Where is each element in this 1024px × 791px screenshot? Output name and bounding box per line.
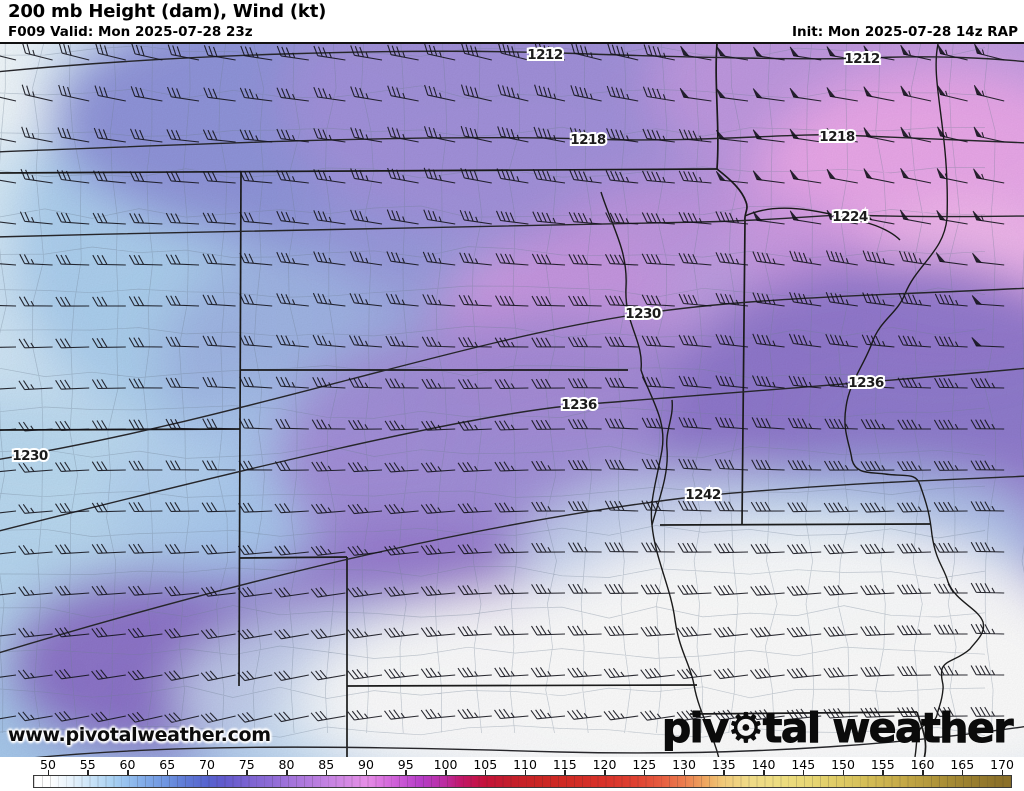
- colorbar-tick-label: 95: [397, 757, 414, 772]
- contour-label: 1212: [844, 51, 880, 67]
- colorbar-tick: [365, 770, 367, 775]
- colorbar-tick: [802, 770, 805, 775]
- colorbar-tick: [524, 770, 526, 775]
- colorbar-tick-label: 80: [278, 757, 295, 772]
- colorbar-tick: [87, 770, 89, 775]
- colorbar-tick: [922, 770, 924, 775]
- colorbar-tick-label: 120: [592, 757, 617, 772]
- contour-label: 1230: [625, 306, 661, 322]
- contour-label: 1224: [832, 209, 868, 225]
- wind-barb-pennants: [679, 44, 983, 347]
- gear-icon: ⚙: [727, 704, 764, 753]
- colorbar-tick-label: 115: [552, 757, 577, 772]
- colorbar-tick-label: 60: [119, 757, 136, 772]
- colorbar-tick-label: 110: [513, 757, 537, 772]
- colorbar-gradient: [33, 775, 1012, 788]
- colorbar-tick-label: 135: [711, 757, 736, 772]
- header-bar: 200 mb Height (dam), Wind (kt) F009 Vali…: [0, 0, 1024, 42]
- colorbar-tick: [723, 770, 725, 775]
- colorbar-tick: [246, 770, 248, 775]
- colorbar-tick-label: 170: [990, 757, 1014, 772]
- contour-label: 1230: [12, 448, 48, 464]
- colorbar-tick: [961, 770, 964, 775]
- colorbar-tick: [564, 770, 566, 775]
- colorbar-tick-label: 140: [751, 757, 776, 772]
- colorbar-tick: [882, 770, 884, 775]
- colorbar: 50 55 60 65 70 75 80 85 90 95 100 105 110 115 120 125 13…: [0, 757, 1024, 791]
- colorbar-tick-label: 145: [791, 757, 816, 772]
- colorbar-tick: [166, 770, 169, 775]
- contour-label: 1242: [685, 487, 721, 503]
- colorbar-tick: [286, 770, 288, 775]
- contour-label: 1212: [527, 47, 563, 63]
- colorbar-tick-label: 85: [318, 757, 335, 772]
- colorbar-tick-label: 65: [159, 757, 176, 772]
- colorbar-tick: [643, 770, 646, 775]
- pivotal-weather-logo: piv⚙tal weather: [661, 704, 1014, 753]
- contour-label: 1218: [819, 129, 855, 145]
- contour-labels: 1212 1212 1218 1218 1224 1230 1230 1236 1236 1242: [10, 45, 886, 505]
- colorbar-tick-label: 125: [632, 757, 657, 772]
- colorbar-tick: [445, 770, 447, 775]
- colorbar-tick-label: 105: [473, 757, 498, 772]
- page-title: 200 mb Height (dam), Wind (kt): [8, 1, 327, 22]
- colorbar-tick: [127, 770, 129, 775]
- valid-time-label: F009 Valid: Mon 2025-07-28 23z: [8, 24, 253, 40]
- contour-label: 1218: [570, 132, 606, 148]
- logo-text-suffix: tal weather: [762, 704, 1014, 753]
- colorbar-tick: [206, 770, 208, 775]
- colorbar-tick: [763, 770, 765, 775]
- logo-text-prefix: piv: [661, 704, 729, 753]
- colorbar-tick-label: 155: [870, 757, 895, 772]
- colorbar-tick-label: 70: [199, 757, 215, 772]
- colorbar-tick: [325, 770, 328, 775]
- colorbar-tick-label: 55: [79, 757, 96, 772]
- colorbar-tick-label: 150: [831, 757, 855, 772]
- colorbar-tick-label: 165: [950, 757, 975, 772]
- state-borders: [0, 44, 931, 757]
- init-time-label: Init: Mon 2025-07-28 14z RAP: [792, 24, 1018, 40]
- colorbar-tick-label: 100: [433, 757, 458, 772]
- map-canvas[interactable]: 1212 1212 1218 1218 1224 1230 1230 1236 1236 1242…: [0, 42, 1024, 757]
- colorbar-tick: [1001, 770, 1003, 775]
- colorbar-tick: [842, 770, 844, 775]
- colorbar-tick-label: 90: [358, 757, 374, 772]
- colorbar-tick: [604, 770, 606, 775]
- colorbar-tick: [405, 770, 407, 775]
- colorbar-tick: [47, 770, 49, 775]
- watermark: www.pivotalweather.com: [8, 724, 271, 746]
- colorbar-tick-label: 50: [40, 757, 56, 772]
- colorbar-tick: [484, 770, 487, 775]
- contour-label: 1236: [848, 375, 884, 391]
- colorbar-tick-label: 130: [672, 757, 696, 772]
- colorbar-tick-label: 160: [910, 757, 935, 772]
- weather-map-svg: 1212 1212 1218 1218 1224 1230 1230 1236 1236 1242: [0, 44, 1024, 757]
- colorbar-tick: [683, 770, 685, 775]
- colorbar-tick-label: 75: [238, 757, 255, 772]
- wind-barbs: [0, 44, 1005, 723]
- contour-label: 1236: [561, 397, 597, 413]
